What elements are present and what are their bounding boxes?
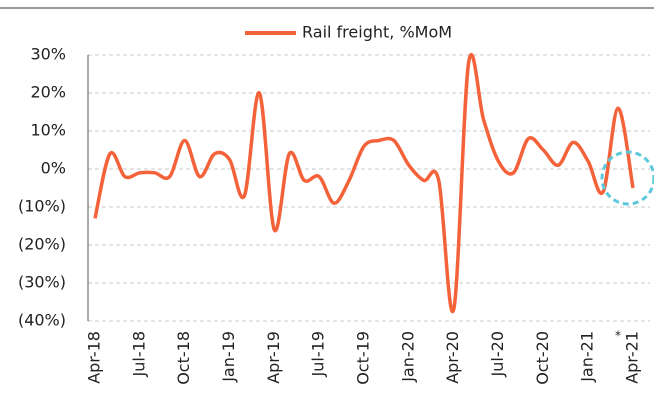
x-tick-label: Apr-18	[85, 331, 104, 384]
y-tick-label: 0%	[41, 159, 66, 178]
x-tick-label: Apr-21	[623, 331, 642, 384]
x-tick-label: Oct-18	[174, 331, 193, 385]
x-tick-label: Jul-20	[488, 331, 507, 377]
x-tick-label: Oct-20	[533, 331, 552, 385]
annotation: *	[615, 329, 621, 343]
y-tick-label: (10%)	[18, 197, 66, 216]
x-tick-label: Jan-20	[398, 331, 417, 383]
x-tick-label: Oct-19	[354, 331, 373, 385]
y-tick-label: 10%	[30, 121, 66, 140]
x-tick-label: Apr-19	[264, 331, 283, 384]
legend-label: Rail freight, %MoM	[302, 23, 452, 42]
y-tick-label: (30%)	[18, 273, 66, 292]
y-tick-label: (20%)	[18, 235, 66, 254]
x-tick-label: Jan-21	[578, 331, 597, 383]
x-tick-label: Jan-19	[219, 331, 238, 383]
x-tick-label: Apr-20	[443, 331, 462, 384]
x-tick-label: Jul-18	[129, 331, 148, 377]
y-tick-label: 20%	[30, 83, 66, 102]
y-tick-label: (40%)	[18, 311, 66, 330]
line-series	[93, 52, 635, 314]
x-tick-label: Jul-19	[309, 331, 328, 377]
highlight-circle	[600, 150, 654, 206]
y-tick-label: 30%	[30, 45, 66, 64]
